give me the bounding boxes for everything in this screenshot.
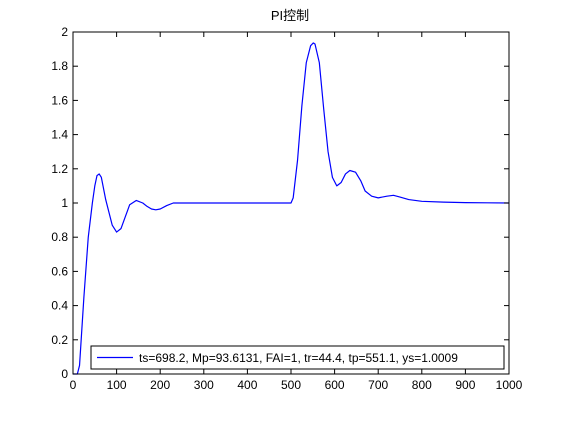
y-tick-label: 0.8 — [51, 230, 68, 244]
series-line-0 — [73, 42, 510, 375]
x-tick-label: 1000 — [496, 378, 523, 392]
y-tick-label: 1 — [61, 196, 68, 210]
series-group — [73, 42, 510, 375]
chart-title: PI控制 — [271, 8, 309, 23]
x-tick-label: 700 — [368, 378, 388, 392]
x-tick-label: 800 — [412, 378, 432, 392]
x-tick-label: 400 — [237, 378, 257, 392]
x-tick-label: 600 — [325, 378, 345, 392]
y-tick-label: 1.6 — [51, 93, 68, 107]
y-tick-label: 0.2 — [51, 333, 68, 347]
axes-group: 0 100 200 300 400 500 600 700 800 900 1000 0 0.2 0.4 0… — [51, 25, 522, 392]
x-tick-label: 900 — [455, 378, 475, 392]
y-tick-label: 1.2 — [51, 162, 68, 176]
legend: ts=698.2, Mp=93.6131, FAI=1, tr=44.4, tp… — [90, 345, 505, 370]
y-tick-label: 0 — [61, 367, 68, 381]
x-tick-label: 500 — [281, 378, 301, 392]
x-tick-label: 200 — [150, 378, 170, 392]
legend-label-0: ts=698.2, Mp=93.6131, FAI=1, tr=44.4, tp… — [139, 351, 458, 365]
x-tick-label: 300 — [194, 378, 214, 392]
y-tick-label: 1.4 — [51, 128, 68, 142]
y-tick-label: 1.8 — [51, 59, 68, 73]
y-tick-label: 2 — [61, 25, 68, 39]
y-tick-label: 0.6 — [51, 264, 68, 278]
x-tick-label: 100 — [107, 378, 127, 392]
x-tick-label: 0 — [70, 378, 77, 392]
y-tick-label: 0.4 — [51, 299, 68, 313]
legend-box — [90, 345, 505, 370]
